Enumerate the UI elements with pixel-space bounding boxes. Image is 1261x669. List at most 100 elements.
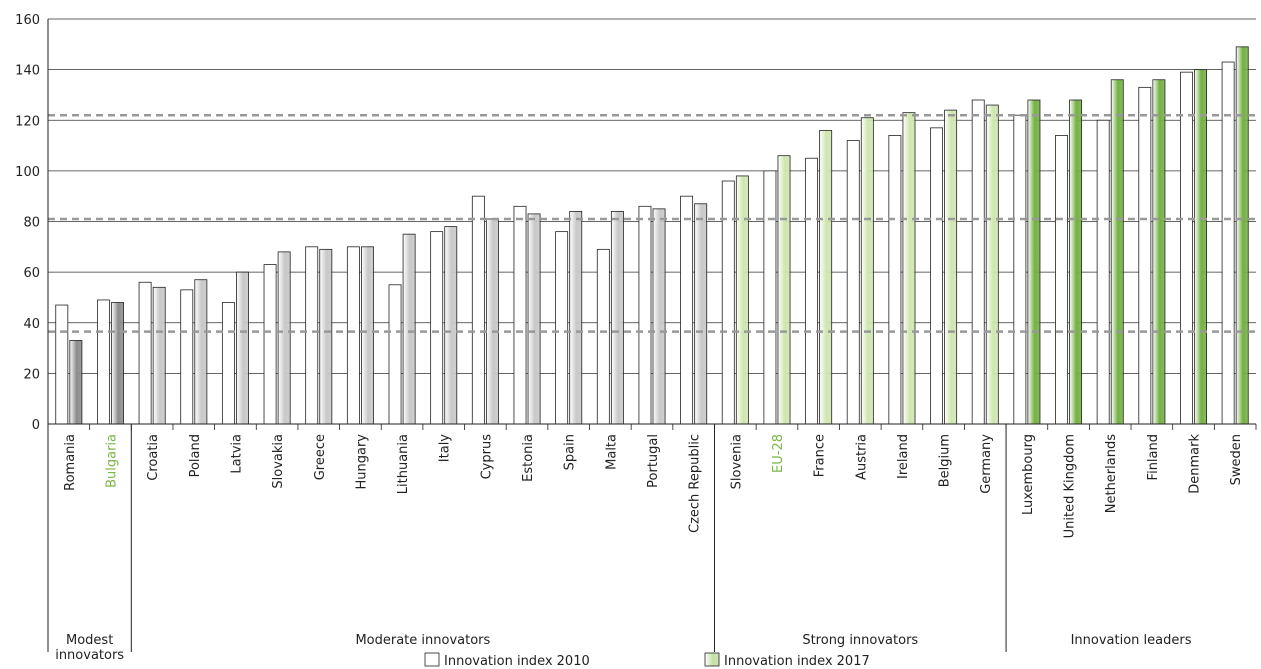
bar xyxy=(1055,135,1068,425)
bar xyxy=(930,127,943,425)
y-tick-label: 100 xyxy=(15,165,40,180)
bar xyxy=(1027,99,1041,425)
x-tick-label: Sweden xyxy=(1229,434,1244,485)
bar xyxy=(97,299,110,425)
y-tick-label: 0 xyxy=(32,418,40,433)
x-tick-label: Germany xyxy=(979,434,994,494)
bar xyxy=(152,286,166,425)
x-tick-label: Greece xyxy=(313,434,328,480)
y-tick-label: 160 xyxy=(15,13,40,28)
x-tick-label: Slovakia xyxy=(271,434,286,489)
bar xyxy=(1110,79,1124,425)
x-tick-label: Romania xyxy=(63,434,78,491)
bar xyxy=(236,271,249,425)
group-label: Moderate innovators xyxy=(355,633,491,648)
x-tick-label: Ireland xyxy=(896,434,911,479)
bar xyxy=(971,99,985,425)
bar xyxy=(652,208,666,425)
y-tick-label: 20 xyxy=(23,367,40,382)
bar xyxy=(430,231,444,425)
x-tick-label: Belgium xyxy=(938,434,953,487)
bar xyxy=(721,180,735,425)
x-tick-label: Bulgaria xyxy=(104,434,119,488)
bar xyxy=(944,109,958,425)
legend-swatch xyxy=(424,652,440,667)
bar xyxy=(444,226,458,425)
bar xyxy=(1013,114,1027,425)
bar xyxy=(69,340,83,425)
bar xyxy=(346,246,360,425)
x-tick-label: Netherlands xyxy=(1104,434,1119,513)
bar xyxy=(471,195,485,425)
bar xyxy=(569,210,583,425)
bar xyxy=(485,218,499,425)
x-tick-label: France xyxy=(813,434,828,477)
y-tick-label: 80 xyxy=(23,216,40,231)
x-tick-label: Spain xyxy=(563,434,578,470)
x-tick-label: Malta xyxy=(604,434,619,470)
legend-label: Innovation index 2010 xyxy=(444,654,590,669)
bar xyxy=(1235,46,1249,425)
x-tick-label: Italy xyxy=(438,434,453,463)
x-tick-label: Estonia xyxy=(521,434,536,482)
bar xyxy=(305,246,319,425)
bar xyxy=(680,195,694,425)
bar xyxy=(180,289,194,425)
x-tick-label: Slovenia xyxy=(729,434,744,489)
bar xyxy=(527,213,541,425)
bar xyxy=(55,304,69,425)
bar xyxy=(1096,119,1110,425)
bar xyxy=(221,302,235,425)
bar xyxy=(610,210,624,425)
bar xyxy=(138,281,152,425)
bar xyxy=(1194,69,1207,425)
x-tick-label: Austria xyxy=(854,434,869,480)
bar xyxy=(1180,71,1193,425)
bar xyxy=(555,231,569,425)
bar xyxy=(735,175,749,425)
x-tick-label: Luxembourg xyxy=(1021,434,1036,515)
legend-swatch xyxy=(704,652,720,667)
bar xyxy=(361,246,374,425)
bar xyxy=(194,279,208,425)
bar xyxy=(902,112,916,425)
bar xyxy=(985,104,999,425)
x-tick-label: Lithuania xyxy=(396,434,411,494)
x-tick-label: EU-28 xyxy=(771,434,786,473)
bar xyxy=(1138,86,1152,425)
x-tick-label: Latvia xyxy=(229,434,244,474)
bar xyxy=(763,170,777,425)
x-tick-label: United Kingdom xyxy=(1063,434,1078,538)
bar xyxy=(513,205,527,425)
x-tick-label: Czech Republic xyxy=(688,434,703,533)
x-tick-label: Cyprus xyxy=(479,434,494,480)
bar xyxy=(1069,99,1083,425)
bar xyxy=(860,117,874,425)
group-label: Strong innovators xyxy=(802,633,919,648)
y-tick-label: 140 xyxy=(15,64,40,79)
bar xyxy=(277,251,291,425)
bar xyxy=(402,233,416,425)
bar xyxy=(846,140,860,425)
group-label: Modest innovators xyxy=(55,633,125,663)
x-tick-label: Hungary xyxy=(354,434,369,490)
x-tick-label: Portugal xyxy=(646,434,661,488)
x-tick-label: Poland xyxy=(188,434,203,477)
legend-label: Innovation index 2017 xyxy=(724,654,870,669)
x-tick-label: Finland xyxy=(1146,434,1161,480)
bar xyxy=(638,205,652,425)
y-tick-label: 120 xyxy=(15,114,40,129)
bar xyxy=(596,248,610,425)
x-tick-label: Denmark xyxy=(1188,434,1203,494)
bar xyxy=(777,155,791,425)
bar xyxy=(111,302,124,425)
x-tick-label: Croatia xyxy=(146,434,161,481)
bar xyxy=(388,284,402,425)
bar xyxy=(694,203,708,425)
y-tick-label: 40 xyxy=(23,317,40,332)
bar xyxy=(319,248,333,425)
bar xyxy=(805,157,819,425)
bar xyxy=(263,264,277,425)
